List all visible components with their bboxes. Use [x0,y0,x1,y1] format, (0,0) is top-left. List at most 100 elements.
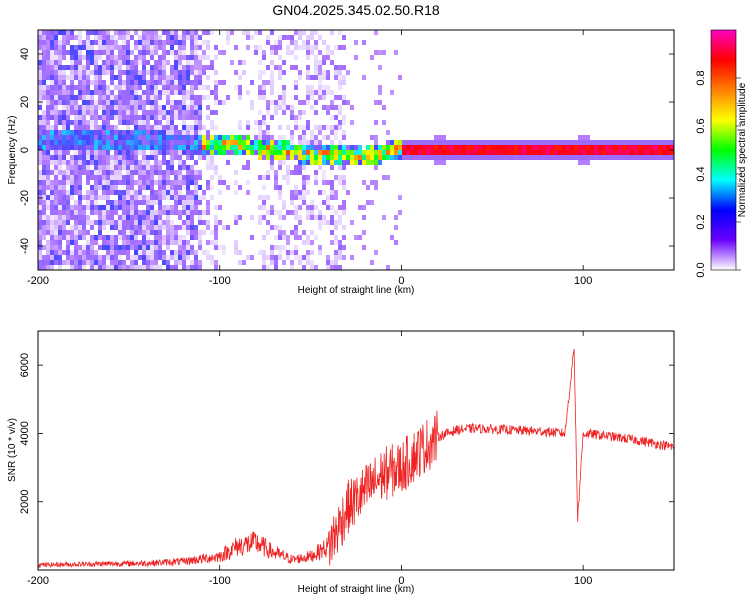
heatmap-cell [318,95,322,100]
heatmap-cell [70,235,74,240]
heatmap-cell [390,150,394,155]
heatmap-cell [86,45,90,50]
heatmap-cell [302,230,306,235]
heatmap-cell [270,60,274,65]
heatmap-cell [470,145,474,150]
heatmap-cell [150,170,154,175]
heatmap-cell [462,155,466,160]
heatmap-cell [138,180,142,185]
heatmap-cell [174,65,178,70]
heatmap-cell [178,65,182,70]
heatmap-cell [90,80,94,85]
heatmap-cell [122,235,126,240]
snr-x-tick-label: -200 [27,575,49,587]
heatmap-cell [290,230,294,235]
heatmap-cell [82,205,86,210]
heatmap-cell [126,105,130,110]
heatmap-cell [454,150,458,155]
heatmap-cell [138,125,142,130]
heatmap-cell [182,150,186,155]
heatmap-cell [114,205,118,210]
heatmap-cell [50,95,54,100]
heatmap-cell [102,165,106,170]
heatmap-cell [142,210,146,215]
heatmap-cell [182,210,186,215]
heatmap-cell [214,100,218,105]
heatmap-cell [82,210,86,215]
heatmap-cell [590,155,594,160]
heatmap-cell [314,110,318,115]
heatmap-cell [506,155,510,160]
heatmap-cell [42,90,46,95]
heatmap-cell [118,90,122,95]
heatmap-cell [238,120,242,125]
heatmap-cell [98,230,102,235]
heatmap-cell [114,170,118,175]
heatmap-cell [62,70,66,75]
heatmap-cell [170,255,174,260]
heatmap-cell [182,115,186,120]
heatmap-cell [158,40,162,45]
heatmap-cell [542,150,546,155]
heatmap-cell [142,70,146,75]
heatmap-cell [654,145,658,150]
heatmap-cell [346,70,350,75]
heatmap-cell [102,145,106,150]
heatmap-cell [650,140,654,145]
heatmap-cell [294,120,298,125]
heatmap-cell [166,180,170,185]
heatmap-cell [266,100,270,105]
heatmap-cell [58,170,62,175]
heatmap-cell [54,50,58,55]
heatmap-cell [38,120,42,125]
heatmap-cell [90,130,94,135]
heatmap-cell [158,245,162,250]
heatmap-cell [106,205,110,210]
heatmap-cell [102,155,106,160]
heatmap-cell [466,140,470,145]
heatmap-cell [174,55,178,60]
heatmap-cell [454,155,458,160]
heatmap-cell [186,255,190,260]
heatmap-cell [162,70,166,75]
heatmap-cell [342,160,346,165]
heatmap-cell [482,140,486,145]
heatmap-cell [54,160,58,165]
heatmap-cell [378,155,382,160]
heatmap-cell [82,150,86,155]
colorbar-bar [710,29,737,271]
heatmap-cell [126,85,130,90]
heatmap-cell [50,150,54,155]
heatmap-cell [434,155,438,160]
heatmap-cell [90,220,94,225]
heatmap-cell [122,60,126,65]
heatmap-cell [182,260,186,265]
heatmap-cell [170,70,174,75]
heatmap-cell [330,145,334,150]
heatmap-cell [182,135,186,140]
heatmap-cell [94,235,98,240]
heatmap-cell [238,125,242,130]
heatmap-cell [302,110,306,115]
heatmap-cell [166,235,170,240]
heatmap-cell [114,245,118,250]
heatmap-cell [62,185,66,190]
heatmap-cell [334,240,338,245]
heatmap-cell [94,80,98,85]
heatmap-cell [90,135,94,140]
heatmap-cell [330,185,334,190]
heatmap-cell [326,220,330,225]
heatmap-cell [310,85,314,90]
heatmap-cell [618,150,622,155]
heatmap-cell [106,100,110,105]
heatmap-cell [362,215,366,220]
heatmap-cell [174,70,178,75]
heatmap-cell [154,170,158,175]
heatmap-cell [210,195,214,200]
heatmap-cell [54,220,58,225]
heatmap-cell [270,100,274,105]
heatmap-cell [570,150,574,155]
heatmap-cell [110,50,114,55]
heatmap-cell [70,260,74,265]
heatmap-cell [302,130,306,135]
